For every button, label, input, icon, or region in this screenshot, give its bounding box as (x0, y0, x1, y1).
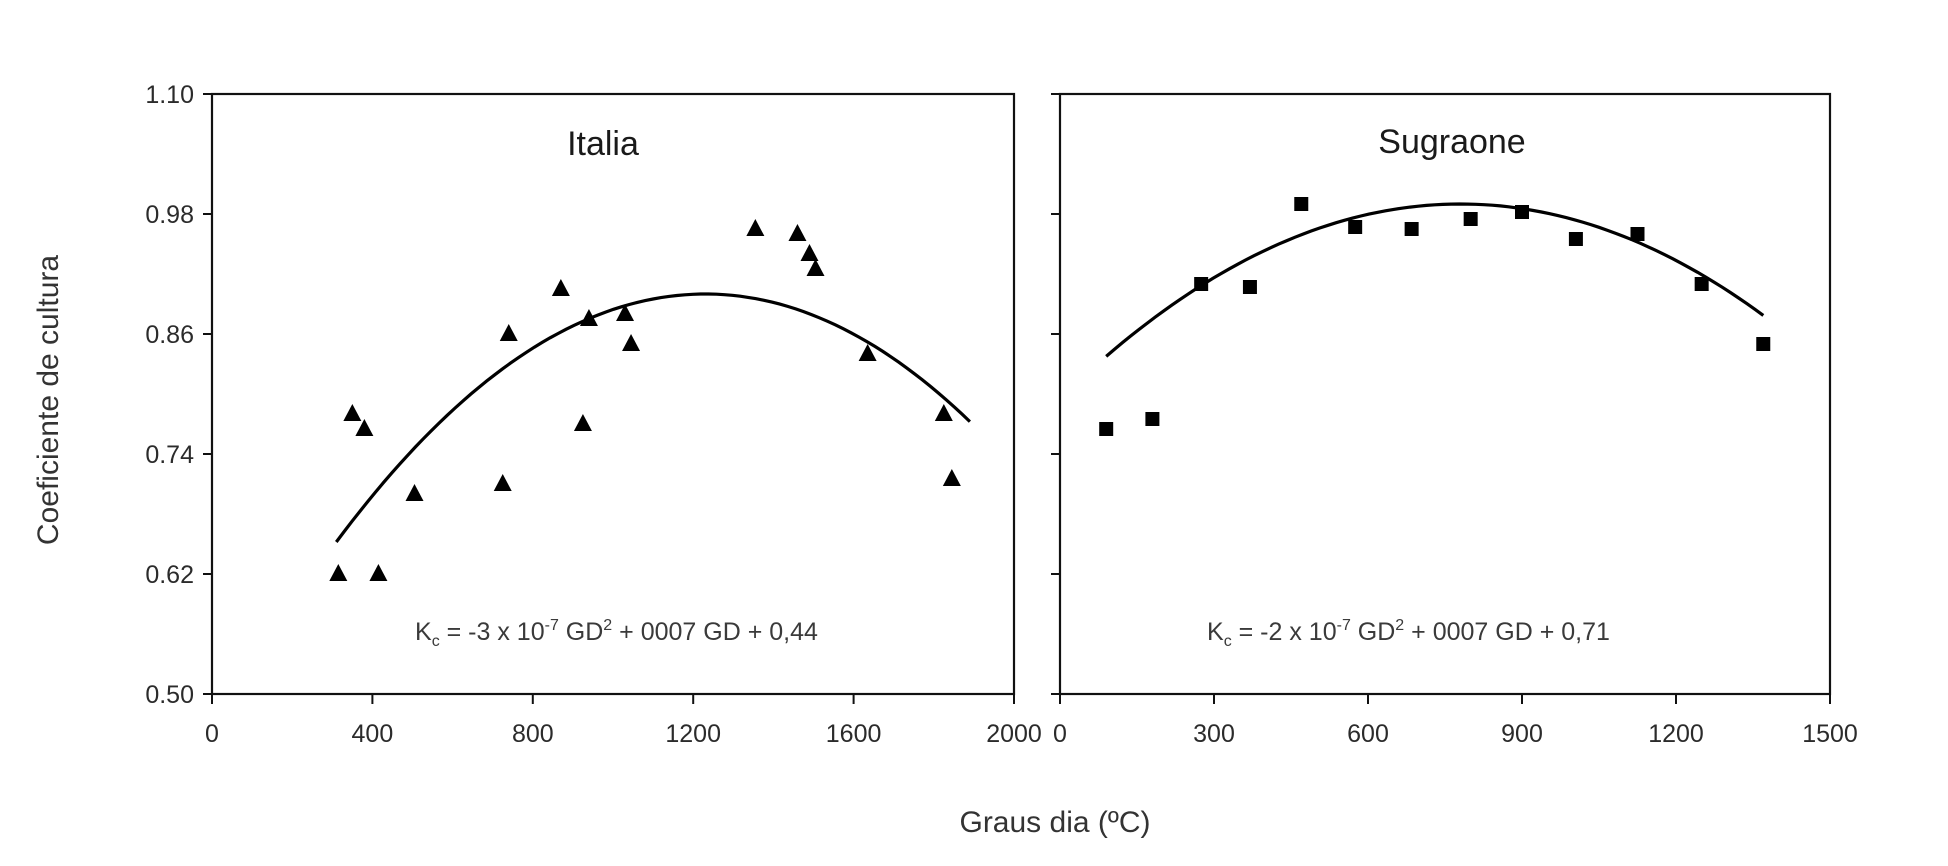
y-tick-label: 0.74 (145, 441, 194, 469)
trendline (335, 292, 972, 543)
data-point-square (1194, 277, 1209, 291)
x-tick-label: 0 (205, 720, 219, 748)
data-point-triangle (405, 484, 424, 501)
plot-frame (210, 92, 1016, 696)
data-point-triangle (934, 404, 953, 421)
data-point-triangle (800, 244, 819, 261)
data-point-square (1242, 280, 1257, 294)
data-point-triangle (493, 474, 512, 491)
x-tick-label: 0 (1053, 720, 1067, 748)
panel-sugraone: 0 300 600 900 1200 1500 Sugraone Kc = -2 x 10-7… (1051, 92, 1858, 748)
regression-equation: Kc = -3 x 10-7 GD2 + 0007 GD + 0,44 (415, 617, 818, 650)
data-point-square (1568, 232, 1583, 246)
y-tick-label: 1.10 (145, 81, 194, 109)
x-tick-label: 900 (1501, 720, 1543, 748)
x-tick-label: 400 (352, 720, 394, 748)
data-point-triangle (579, 309, 598, 326)
x-tick-label: 1200 (1648, 720, 1704, 748)
data-point-square (1294, 197, 1309, 211)
y-tick-label: 0.50 (145, 681, 194, 709)
data-point-triangle (343, 404, 362, 421)
trendline (1105, 202, 1765, 358)
y-axis-title: Coeficiente de cultura (32, 255, 65, 545)
data-point-triangle (573, 414, 592, 431)
x-tick-label: 1600 (826, 720, 882, 748)
x-tick-label: 300 (1193, 720, 1235, 748)
data-point-triangle (616, 304, 635, 321)
data-point-triangle (788, 224, 807, 241)
data-point-square (1694, 277, 1709, 291)
data-point-triangle (355, 419, 374, 436)
x-tick-label: 800 (512, 720, 554, 748)
data-point-triangle (858, 344, 877, 361)
x-tick-label: 2000 (986, 720, 1042, 748)
data-point-square (1630, 227, 1645, 241)
data-point-triangle (369, 564, 388, 581)
x-tick-label: 1200 (665, 720, 721, 748)
data-point-square (1404, 222, 1419, 236)
panel-title: Sugraone (1378, 123, 1525, 161)
data-point-triangle (746, 219, 765, 236)
x-axis-title: Graus dia (ºC) (959, 806, 1150, 839)
data-point-square (1348, 220, 1363, 234)
data-point-triangle (551, 279, 570, 296)
y-tick-label: 0.62 (145, 561, 194, 589)
data-point-square (1099, 422, 1114, 436)
plot-frame (1058, 92, 1832, 696)
data-point-square (1515, 205, 1529, 219)
y-tick-label: 0.98 (145, 201, 194, 229)
y-tick-label: 0.86 (145, 321, 194, 349)
panel-italia: 0.50 0.62 0.74 0.86 0.98 1.10 0 400 800 1200 1600 2… (145, 81, 1041, 748)
regression-equation: Kc = -2 x 10-7 GD2 + 0007 GD + 0,71 (1207, 617, 1610, 650)
x-tick-label: 600 (1347, 720, 1389, 748)
data-point-square (1463, 212, 1478, 226)
data-point-square (1756, 337, 1771, 351)
data-point-square (1145, 412, 1160, 426)
data-point-triangle (622, 334, 641, 351)
data-point-triangle (499, 324, 518, 341)
x-tick-label: 1500 (1802, 720, 1858, 748)
data-point-triangle (942, 469, 961, 486)
panel-title: Italia (567, 125, 639, 163)
data-point-triangle (329, 564, 348, 581)
data-point-triangle (806, 259, 825, 276)
